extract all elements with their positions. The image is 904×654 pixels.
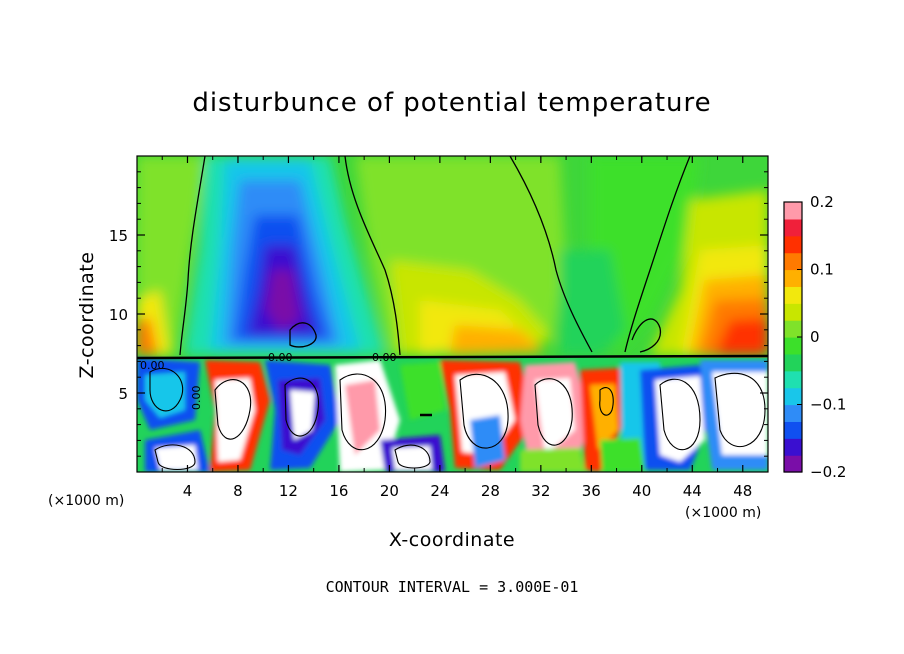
y-tick-label: 5 <box>118 385 128 403</box>
plot-area: 0.00 0.00 0.00 0.00 <box>137 156 768 472</box>
x-axis: 4 8 12 16 20 24 28 32 36 40 44 48 <box>161 156 752 500</box>
colorbar-tick-label: 0.1 <box>810 261 834 279</box>
colorbar-swatch <box>784 303 802 321</box>
colorbar-swatch <box>784 252 802 271</box>
colorbar-swatch <box>784 235 802 254</box>
x-tick-label: 20 <box>380 482 399 500</box>
colorbar-tick-label: −0.1 <box>810 396 846 414</box>
contour-label: 0.00 <box>190 386 203 411</box>
colorbar: 0.2 0.1 0 −0.1 −0.2 <box>783 193 846 481</box>
y-tick-label: 10 <box>109 306 128 324</box>
colorbar-swatch <box>784 320 802 338</box>
colorbar-swatch <box>784 455 802 473</box>
colorbar-tick-label: −0.2 <box>810 463 846 481</box>
y-tick-label: 15 <box>109 227 128 245</box>
x-origin-unit: (×1000 m) <box>48 493 124 509</box>
contour-label: 0.00 <box>140 359 165 372</box>
lower-contours <box>137 354 768 471</box>
x-axis-unit: (×1000 m) <box>685 505 761 521</box>
colorbar-tick-label: 0 <box>810 328 820 346</box>
x-axis-label: X-coordinate <box>389 529 515 551</box>
colorbar-swatch <box>784 218 802 237</box>
colorbar-swatch <box>784 404 802 422</box>
lower-turbulence <box>137 358 768 472</box>
x-tick-label: 44 <box>683 482 702 500</box>
x-tick-label: 32 <box>531 482 550 500</box>
x-tick-label: 12 <box>279 482 298 500</box>
colorbar-swatch <box>784 438 802 456</box>
contour-interval-note: CONTOUR INTERVAL = 3.000E-01 <box>326 578 579 596</box>
colorbar-swatch <box>784 387 802 406</box>
x-tick-label: 16 <box>329 482 348 500</box>
x-tick-label: 4 <box>183 482 193 500</box>
colorbar-swatch <box>784 286 802 304</box>
upper-contours <box>179 156 691 356</box>
x-tick-label: 8 <box>233 482 243 500</box>
colorbar-tick-label: 0.2 <box>810 193 834 211</box>
colorbar-swatch <box>784 353 802 372</box>
contour-label: 0.00 <box>372 351 397 364</box>
x-tick-label: 40 <box>632 482 651 500</box>
colorbar-swatch <box>784 337 802 355</box>
colorbar-swatch <box>784 269 802 287</box>
colorbar-swatch <box>784 421 802 439</box>
x-tick-label: 48 <box>733 482 752 500</box>
chart-title: disturbunce of potential temperature <box>192 88 711 118</box>
upper-field <box>137 156 768 355</box>
colorbar-swatch <box>784 370 802 389</box>
x-tick-label: 36 <box>582 482 601 500</box>
y-axis-label: Z-coordinate <box>76 252 98 379</box>
colorbar-swatch <box>784 202 802 220</box>
x-tick-label: 24 <box>430 482 449 500</box>
x-tick-label: 28 <box>481 482 500 500</box>
contour-label: 0.00 <box>268 351 293 364</box>
y-axis: 5 10 15 <box>109 171 768 457</box>
